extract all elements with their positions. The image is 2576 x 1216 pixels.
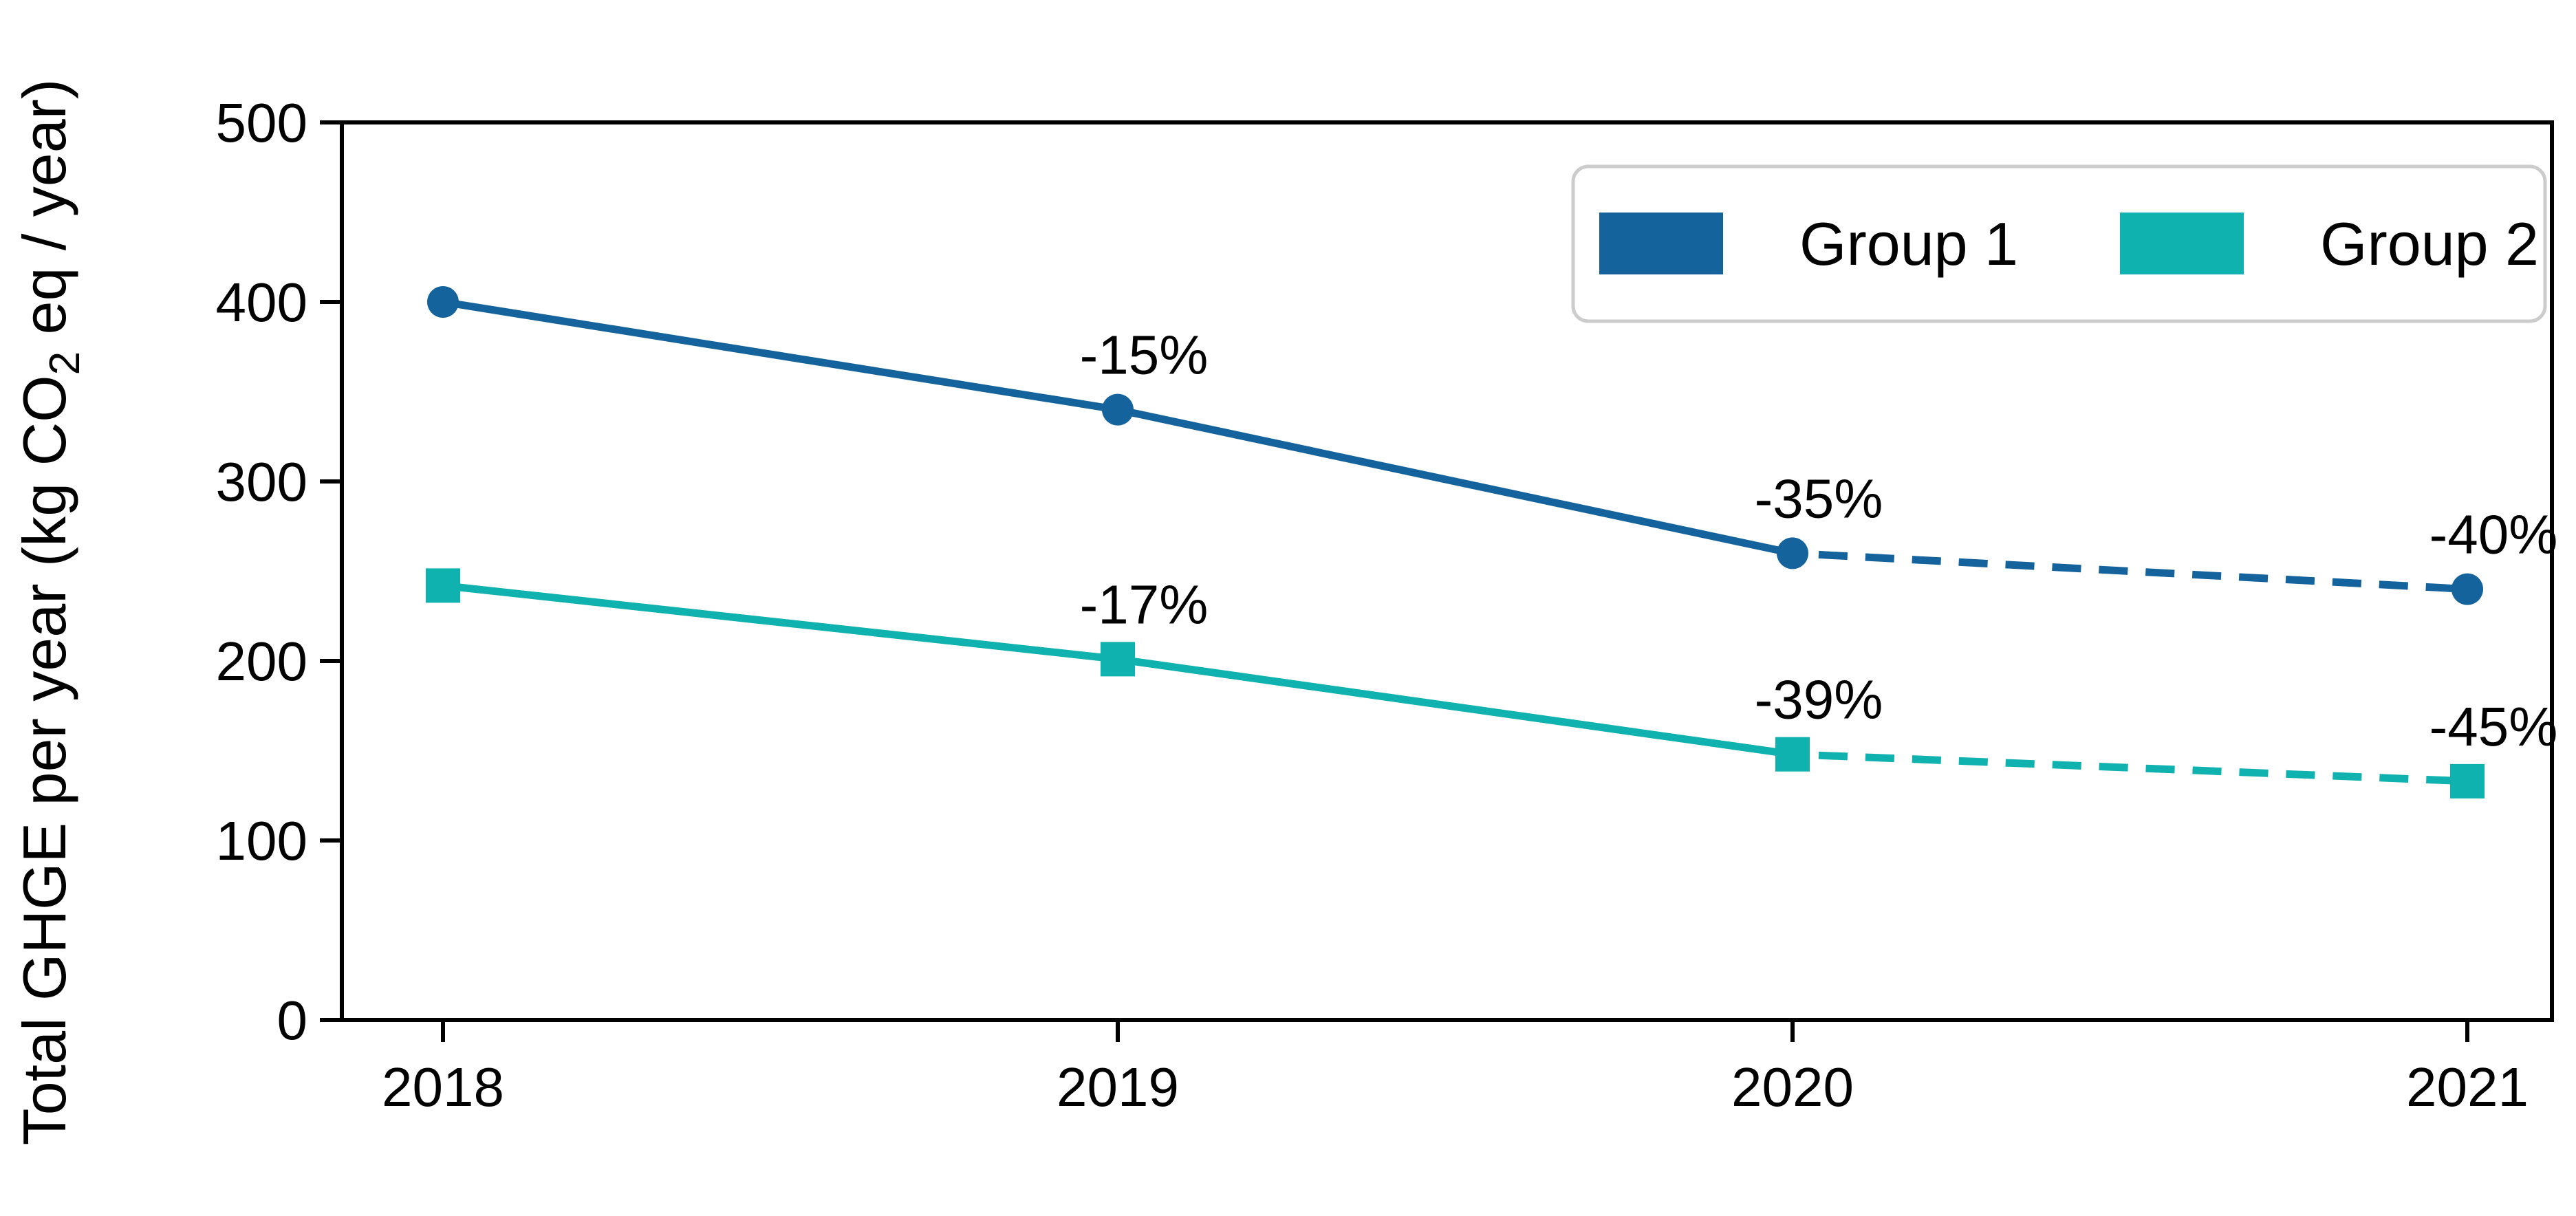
plot-area-border: [340, 120, 2554, 1022]
annotation-group-1-2021: -40%: [2429, 504, 2558, 565]
group-2-marker-2020: [1775, 737, 1810, 772]
y-tick-label-400: 400: [216, 272, 307, 333]
y-tick-label-500: 500: [216, 92, 307, 153]
legend-label-group-1: Group 1: [1799, 210, 2018, 278]
y-axis-label: Total GHGE per year (kg CO2 eq / year): [10, 79, 89, 1146]
legend-label-group-2: Group 2: [2320, 210, 2539, 278]
annotation-group-2-2021: -45%: [2429, 696, 2558, 757]
group-1-line-dashed: [1792, 549, 2468, 594]
legend: Group 1 Group 2: [1571, 164, 2547, 323]
legend-box: [1571, 164, 2547, 323]
legend-swatch-group-1: [1599, 213, 1723, 274]
group-2-marker-2018: [426, 568, 460, 603]
group-1-marker-2021: [2451, 573, 2483, 605]
annotation-group-1-2020: -35%: [1755, 468, 1883, 529]
y-tick-label-200: 200: [216, 631, 307, 692]
group-2-marker-2019: [1101, 642, 1135, 677]
x-tick-label-2019: 2019: [1057, 1056, 1179, 1118]
group-1-marker-2019: [1102, 393, 1134, 426]
group-1-marker-2018: [427, 286, 459, 318]
legend-swatch-group-2: [2120, 213, 2244, 274]
y-tick-label-0: 0: [277, 990, 308, 1051]
group-2-line-dashed: [1792, 750, 2468, 785]
x-tick-label-2020: 2020: [1731, 1056, 1854, 1118]
annotation-group-2-2019: -17%: [1080, 574, 1209, 635]
annotation-group-2-2020: -39%: [1755, 669, 1883, 730]
y-tick-label-100: 100: [216, 810, 307, 871]
x-tick-label-2018: 2018: [382, 1056, 504, 1118]
group-2-marker-2021: [2450, 763, 2485, 799]
annotation-group-1-2019: -15%: [1080, 325, 1209, 386]
x-tick-label-2021: 2021: [2406, 1056, 2529, 1118]
group-1-marker-2020: [1777, 537, 1808, 569]
y-tick-label-300: 300: [216, 451, 307, 512]
